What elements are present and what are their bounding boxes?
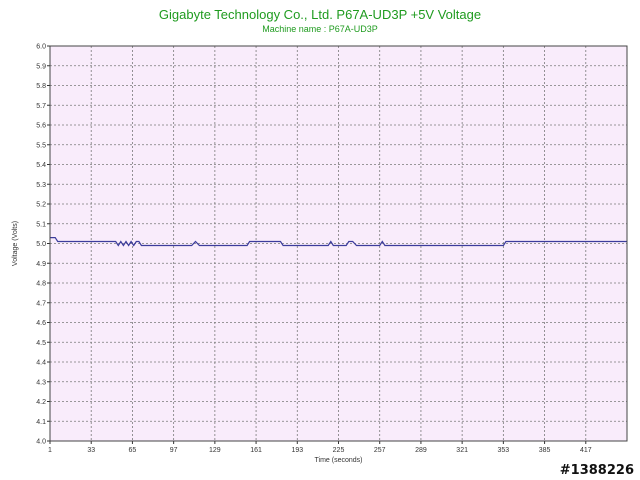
y-tick-label: 5.1 [36, 221, 46, 228]
y-tick-label: 4.2 [36, 399, 46, 406]
x-axis-label: Time (seconds) [315, 457, 363, 464]
grid-lines [50, 46, 627, 441]
x-tick-label: 97 [170, 447, 178, 454]
x-tick-label: 161 [250, 447, 262, 454]
x-tick-label: 321 [456, 447, 468, 454]
y-tick-label: 5.7 [36, 103, 46, 110]
y-tick-label: 5.9 [36, 63, 46, 70]
y-tick-label: 4.0 [36, 439, 46, 446]
y-tick-label: 5.0 [36, 241, 46, 248]
y-tick-label: 4.3 [36, 379, 46, 386]
x-tick-label: 129 [209, 447, 221, 454]
y-tick-label: 6.0 [36, 44, 46, 51]
chart-title: Gigabyte Technology Co., Ltd. P67A-UD3P … [158, 7, 482, 22]
y-tick-label: 4.6 [36, 320, 46, 327]
x-tick-label: 353 [498, 447, 510, 454]
y-tick-label: 5.2 [36, 202, 46, 209]
plot-border [49, 45, 628, 442]
x-tick-label: 257 [374, 447, 386, 454]
y-tick-label: 5.6 [36, 123, 46, 130]
y-tick-label: 5.4 [36, 162, 46, 169]
y-tick-label: 4.9 [36, 261, 46, 268]
y-axis-label: Voltage (Volts) [12, 221, 19, 266]
watermark: #1388226 [559, 463, 634, 478]
x-axis-tick-labels: 1 33 65 97 129 161 193 225 257 289 321 353 385 417 [48, 447, 592, 454]
x-tick-label: 193 [291, 447, 303, 454]
y-tick-label: 4.4 [36, 360, 46, 367]
x-tick-label: 225 [333, 447, 345, 454]
x-tick-label: 65 [129, 447, 137, 454]
x-tick-label: 417 [580, 447, 592, 454]
y-tick-label: 4.7 [36, 300, 46, 307]
y-axis-tick-labels: 4.0 4.1 4.2 4.3 4.4 4.5 4.6 4.7 4.8 4.9 5.0 5.1 5.2 5… [36, 44, 46, 446]
y-tick-label: 4.1 [36, 419, 46, 426]
y-tick-label: 4.5 [36, 340, 46, 347]
y-tick-label: 4.8 [36, 281, 46, 288]
series-line-voltage [50, 237, 627, 247]
y-tick-label: 5.8 [36, 83, 46, 90]
x-tick-label: 385 [539, 447, 551, 454]
x-tick-label: 289 [415, 447, 427, 454]
y-tick-label: 5.5 [36, 142, 46, 149]
y-tick-label: 5.3 [36, 182, 46, 189]
x-tick-label: 1 [48, 447, 52, 454]
chart-subtitle: Machine name : P67A-UD3P [262, 24, 378, 34]
x-tick-label: 33 [87, 447, 95, 454]
